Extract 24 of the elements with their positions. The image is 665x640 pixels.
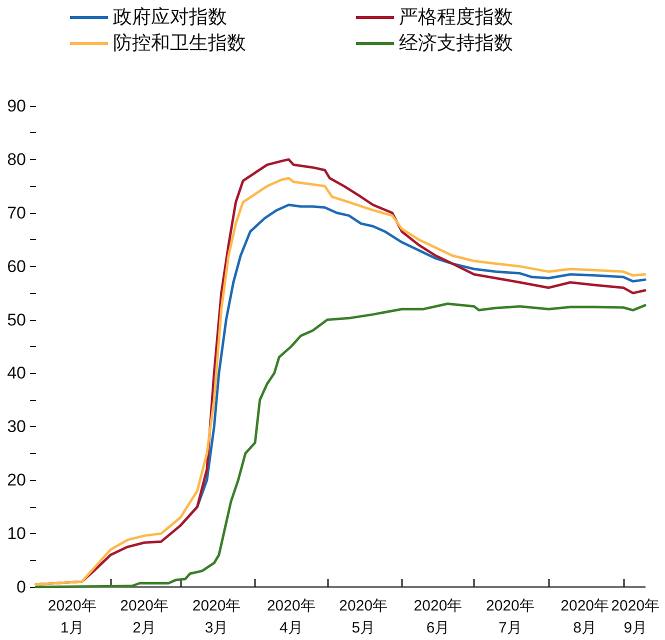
y-tick-label: 10 [7, 524, 26, 544]
legend-label: 经济支持指数 [399, 32, 513, 54]
y-tick-label: 0 [16, 578, 26, 596]
legend-label: 政府应对指数 [113, 6, 227, 28]
y-tick-label: 70 [7, 203, 26, 222]
x-tick-label: 2020年 4月 [266, 598, 316, 636]
line-series [34, 302, 646, 588]
x-tick-label: 2020年 5月 [339, 598, 388, 636]
y-tick-label: 90 [7, 96, 26, 116]
y-tick-label: 50 [7, 310, 26, 330]
x-tick-label: 2020年 7月 [486, 598, 534, 636]
x-tick-label: 2020年 9月 [611, 598, 660, 636]
y-tick-label: 20 [7, 470, 26, 490]
x-tick-label: 2020年 2月 [120, 598, 169, 636]
legend-label: 严格程度指数 [399, 6, 513, 28]
y-tick-label: 60 [7, 256, 26, 276]
x-tick-label: 2020年 6月 [414, 598, 462, 636]
y-tick-label: 80 [7, 150, 26, 169]
x-tick-label: 2020年 1月 [48, 598, 96, 636]
x-tick-label: 2020年 3月 [192, 598, 241, 636]
x-tick-label: 2020年 8月 [560, 598, 610, 636]
y-tick-label: 40 [7, 364, 26, 383]
legend-label: 防控和卫生指数 [113, 33, 246, 54]
y-tick-label: 30 [7, 417, 26, 436]
